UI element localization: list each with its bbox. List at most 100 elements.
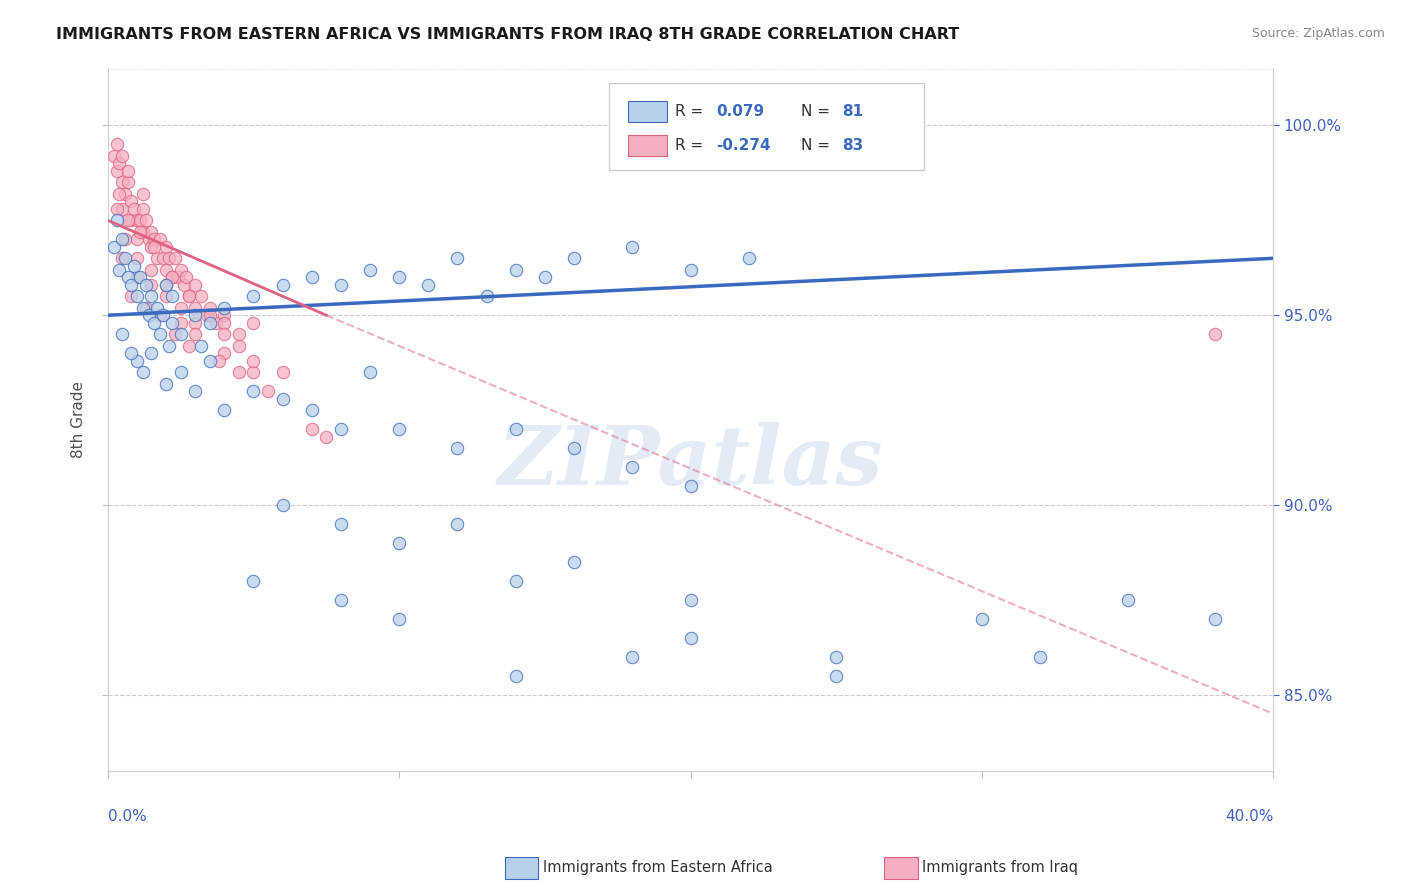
- Point: [621, 240, 644, 254]
- Point: [105, 213, 128, 227]
- Point: [125, 289, 148, 303]
- Point: [111, 327, 134, 342]
- Point: [128, 213, 150, 227]
- Point: [475, 289, 498, 303]
- Point: [146, 301, 169, 315]
- Point: [122, 259, 145, 273]
- Point: [141, 346, 163, 360]
- FancyBboxPatch shape: [609, 83, 924, 170]
- Point: [329, 593, 352, 607]
- Point: [198, 301, 221, 315]
- Point: [446, 252, 468, 266]
- Point: [179, 289, 201, 303]
- Point: [105, 164, 128, 178]
- Point: [214, 403, 236, 417]
- Point: [160, 316, 183, 330]
- Point: [135, 277, 157, 292]
- Point: [132, 365, 155, 379]
- Point: [198, 308, 221, 322]
- Point: [207, 353, 229, 368]
- Point: [271, 392, 294, 406]
- Point: [242, 384, 264, 399]
- Text: Source: ZipAtlas.com: Source: ZipAtlas.com: [1251, 27, 1385, 40]
- Point: [103, 240, 125, 254]
- Point: [214, 308, 236, 322]
- Point: [125, 213, 148, 227]
- Point: [1204, 327, 1226, 342]
- Point: [132, 301, 155, 315]
- Point: [1116, 593, 1139, 607]
- Point: [562, 252, 585, 266]
- Point: [679, 631, 702, 645]
- Text: IMMIGRANTS FROM EASTERN AFRICA VS IMMIGRANTS FROM IRAQ 8TH GRADE CORRELATION CHA: IMMIGRANTS FROM EASTERN AFRICA VS IMMIGR…: [56, 27, 959, 42]
- Point: [179, 338, 201, 352]
- Point: [155, 262, 177, 277]
- Point: [825, 669, 848, 683]
- Point: [132, 202, 155, 216]
- Point: [359, 365, 381, 379]
- Point: [114, 186, 136, 201]
- Point: [125, 252, 148, 266]
- Point: [160, 270, 183, 285]
- Point: [169, 262, 191, 277]
- Point: [125, 270, 148, 285]
- Point: [562, 555, 585, 569]
- Point: [1204, 612, 1226, 626]
- Point: [149, 232, 172, 246]
- Point: [195, 308, 218, 322]
- Point: [155, 277, 177, 292]
- Point: [679, 262, 702, 277]
- Y-axis label: 8th Grade: 8th Grade: [72, 381, 86, 458]
- Point: [122, 202, 145, 216]
- Point: [111, 175, 134, 189]
- Point: [132, 186, 155, 201]
- Point: [388, 536, 411, 550]
- Point: [388, 612, 411, 626]
- Point: [679, 593, 702, 607]
- Point: [117, 213, 139, 227]
- Point: [105, 202, 128, 216]
- Point: [111, 149, 134, 163]
- Point: [117, 270, 139, 285]
- Point: [108, 156, 131, 170]
- Point: [108, 262, 131, 277]
- Point: [329, 516, 352, 531]
- Text: N =: N =: [801, 103, 835, 119]
- Point: [184, 327, 207, 342]
- Point: [214, 301, 236, 315]
- Point: [120, 213, 142, 227]
- Point: [132, 225, 155, 239]
- Point: [271, 365, 294, 379]
- Point: [169, 327, 191, 342]
- Point: [242, 316, 264, 330]
- Text: 40.0%: 40.0%: [1225, 809, 1274, 824]
- Point: [111, 232, 134, 246]
- Point: [117, 164, 139, 178]
- Point: [446, 516, 468, 531]
- Point: [214, 316, 236, 330]
- Point: [271, 498, 294, 512]
- Point: [141, 289, 163, 303]
- Point: [329, 422, 352, 436]
- Point: [120, 194, 142, 209]
- Point: [146, 252, 169, 266]
- Point: [359, 262, 381, 277]
- Point: [149, 327, 172, 342]
- Point: [120, 277, 142, 292]
- Point: [176, 270, 198, 285]
- Point: [155, 277, 177, 292]
- Point: [105, 137, 128, 152]
- Point: [157, 338, 180, 352]
- Point: [301, 422, 323, 436]
- Point: [388, 422, 411, 436]
- Text: 81: 81: [842, 103, 863, 119]
- Point: [562, 441, 585, 455]
- Text: ZIPatlas: ZIPatlas: [498, 422, 883, 501]
- Point: [166, 270, 188, 285]
- Point: [157, 252, 180, 266]
- Point: [135, 213, 157, 227]
- Point: [141, 225, 163, 239]
- Point: [184, 316, 207, 330]
- Point: [184, 277, 207, 292]
- Point: [143, 316, 166, 330]
